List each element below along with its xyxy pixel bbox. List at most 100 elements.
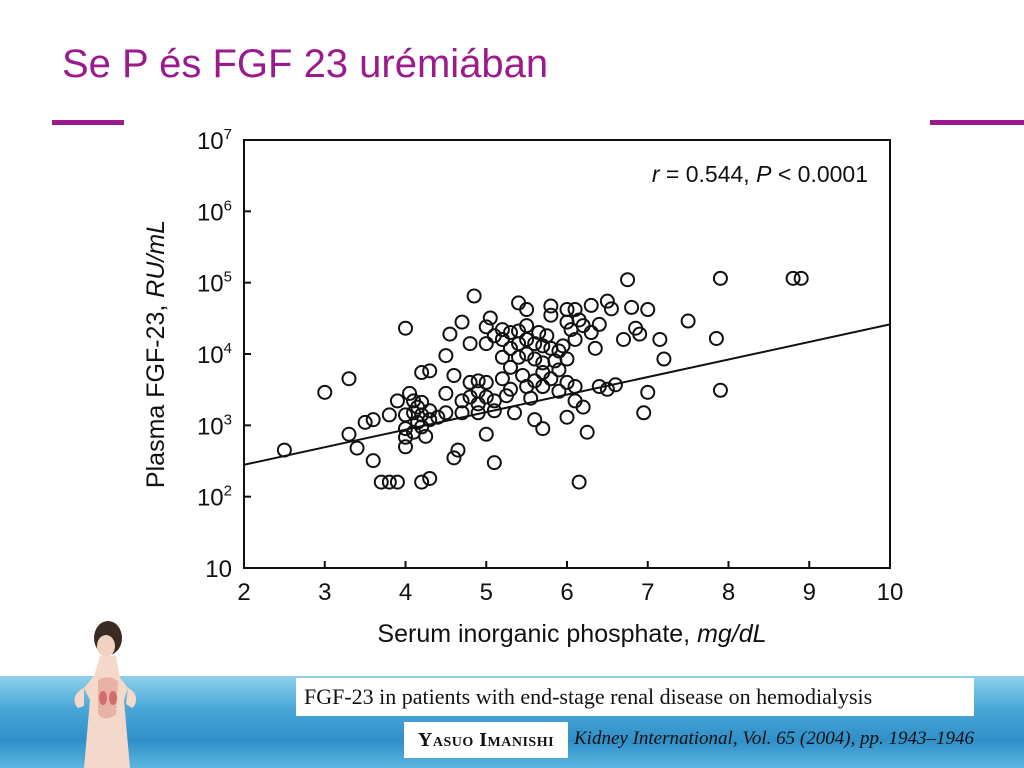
data-point — [559, 374, 575, 390]
data-point — [583, 297, 599, 313]
data-point — [450, 442, 466, 458]
data-point — [607, 377, 623, 393]
data-point — [398, 407, 413, 423]
data-point — [454, 405, 470, 421]
data-point — [708, 330, 724, 346]
data-point — [478, 319, 494, 335]
data-point — [414, 474, 430, 490]
data-point — [470, 373, 486, 389]
x-tick-label: 8 — [722, 579, 735, 606]
data-point — [559, 409, 575, 425]
y-tick-label: 103 — [197, 411, 232, 440]
data-point — [438, 405, 454, 421]
data-point — [470, 405, 486, 421]
y-axis-label: Plasma FGF-23, RU/mL — [142, 220, 170, 488]
x-tick-label: 6 — [560, 579, 573, 606]
data-point — [478, 389, 494, 405]
author-box: Yasuo Imanishi — [404, 722, 568, 758]
data-point — [478, 336, 494, 352]
data-point — [640, 384, 656, 400]
data-point — [620, 272, 636, 288]
regression-line — [243, 323, 891, 466]
data-point — [712, 270, 728, 286]
data-point — [414, 365, 430, 381]
data-point — [652, 331, 668, 347]
data-point — [591, 316, 607, 332]
woman-figure-icon — [74, 621, 137, 768]
data-point — [430, 409, 446, 425]
y-tick-label: 107 — [197, 126, 232, 155]
data-point — [535, 338, 551, 354]
data-point — [276, 442, 292, 458]
y-tick-label: 10 — [205, 556, 232, 583]
data-point — [462, 374, 478, 390]
data-point — [519, 302, 535, 318]
data-point — [603, 301, 619, 317]
data-point — [486, 403, 502, 419]
data-point — [587, 340, 603, 356]
data-point — [357, 414, 373, 430]
data-point — [599, 293, 615, 309]
data-point — [317, 384, 333, 400]
data-point — [599, 381, 615, 397]
annotation-r-label: r — [652, 161, 661, 187]
data-point — [656, 351, 672, 367]
y-tick-label: 106 — [197, 197, 232, 226]
data-point — [502, 359, 518, 375]
data-point — [454, 393, 470, 409]
data-point — [398, 429, 413, 445]
data-point — [543, 298, 559, 314]
data-point — [636, 405, 652, 421]
data-point — [482, 310, 498, 326]
data-point — [398, 320, 413, 336]
data-point — [402, 385, 418, 401]
data-point — [793, 270, 809, 286]
data-point — [680, 313, 696, 329]
data-point — [640, 302, 656, 318]
y-tick-label: 105 — [197, 269, 232, 298]
data-point — [438, 348, 454, 364]
data-point — [511, 349, 527, 365]
data-point — [389, 393, 405, 409]
data-points — [276, 270, 809, 490]
data-point — [519, 346, 535, 362]
x-tick-label: 4 — [399, 579, 412, 606]
data-point — [462, 336, 478, 352]
annotation-p-value: < 0.0001 — [778, 161, 868, 187]
data-point — [583, 325, 599, 341]
x-tick-label: 9 — [803, 579, 816, 606]
data-point — [551, 362, 567, 378]
annotation: r = 0.544, P < 0.0001 — [652, 161, 868, 187]
data-point — [567, 331, 583, 347]
data-point — [398, 439, 413, 455]
data-point — [535, 379, 551, 395]
data-point — [446, 450, 462, 466]
data-point — [349, 440, 365, 456]
data-point — [624, 299, 640, 315]
slide-title: Se P és FGF 23 urémiában — [62, 42, 549, 86]
data-point — [523, 390, 539, 406]
data-point — [785, 270, 801, 286]
plot-frame — [243, 139, 891, 569]
data-point — [446, 367, 462, 383]
journal-citation: Kidney International, Vol. 65 (2004), pp… — [574, 728, 975, 749]
x-axis-label: Serum inorganic phosphate, mg/dL — [377, 620, 766, 648]
data-point — [502, 325, 518, 341]
data-point — [543, 371, 559, 387]
data-point — [494, 371, 510, 387]
data-point — [543, 340, 559, 356]
data-point — [381, 474, 397, 490]
data-point — [507, 405, 523, 421]
data-point — [559, 351, 575, 367]
data-point — [527, 412, 543, 428]
data-point — [341, 371, 357, 387]
data-point — [579, 424, 595, 440]
x-axis-label-text: Serum inorganic phosphate, — [377, 620, 690, 648]
data-point — [438, 385, 454, 401]
x-tick-label: 3 — [318, 579, 331, 606]
title-rule-left — [52, 120, 124, 125]
x-tick-label: 5 — [480, 579, 493, 606]
data-point — [373, 474, 389, 490]
annotation-p-label: P — [756, 161, 772, 187]
x-axis-ticks: 2 3 4 5 6 7 8 9 10 — [237, 561, 903, 606]
